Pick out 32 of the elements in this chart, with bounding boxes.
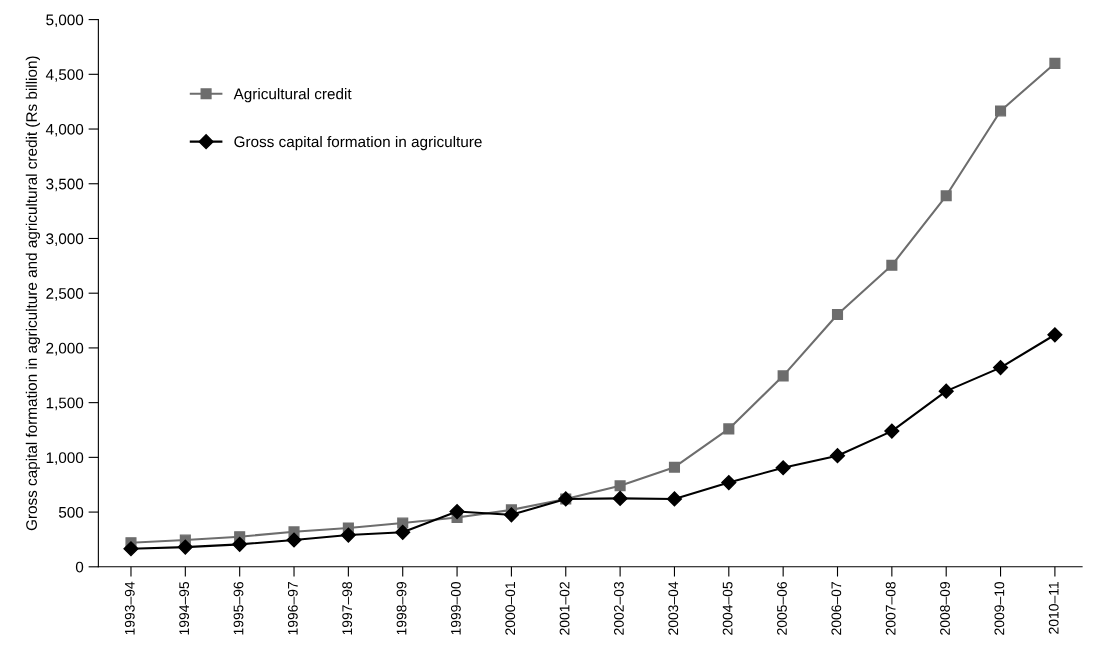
legend-label: Gross capital formation in agriculture xyxy=(234,135,482,151)
x-tick-label: 2006–07 xyxy=(831,582,842,635)
y-tick-label: 0 xyxy=(75,561,84,573)
x-tick-label: 1995–96 xyxy=(233,581,244,635)
y-tick-label: 500 xyxy=(58,506,84,518)
y-tick-label: 2,000 xyxy=(46,342,84,356)
y-tick-label: 1,000 xyxy=(46,452,84,465)
y-axis-title: Gross capital formation in agriculture and agricultural credit (Rs billion) xyxy=(25,56,40,531)
x-tick-label: 2007–08 xyxy=(885,581,896,635)
y-tick-label: 1,500 xyxy=(46,397,84,411)
x-tick-label: 2004–05 xyxy=(722,581,733,635)
y-tick-label: 3,000 xyxy=(46,233,84,246)
x-tick-label: 1993–94 xyxy=(124,581,135,635)
legend-label: Agricultural credit xyxy=(233,88,352,103)
x-tick-label: 2001–02 xyxy=(559,582,570,635)
y-tick-label: 5,000 xyxy=(46,14,84,28)
x-tick-label: 2009–10 xyxy=(994,581,1005,635)
x-tick-label: 1998–99 xyxy=(396,582,407,635)
y-tick-label: 2,500 xyxy=(46,288,84,301)
x-tick-label: 2003–04 xyxy=(668,581,679,635)
x-tick-label: 1997–98 xyxy=(342,581,353,635)
y-tick-label: 4,500 xyxy=(45,69,84,82)
x-tick-label: 2008–09 xyxy=(940,582,950,635)
y-tick-label: 4,000 xyxy=(45,123,84,137)
x-tick-label: 2010–11 xyxy=(1048,582,1059,634)
x-tick-label: 2000–01 xyxy=(505,582,516,635)
x-tick-label: 1994–95 xyxy=(179,581,190,635)
x-tick-label: 2002–03 xyxy=(614,581,624,635)
y-tick-label: 3,500 xyxy=(46,178,84,192)
x-tick-label: 1996–97 xyxy=(287,582,298,635)
x-tick-label: 1999–00 xyxy=(450,581,461,635)
x-tick-label: 2005–06 xyxy=(777,581,787,635)
